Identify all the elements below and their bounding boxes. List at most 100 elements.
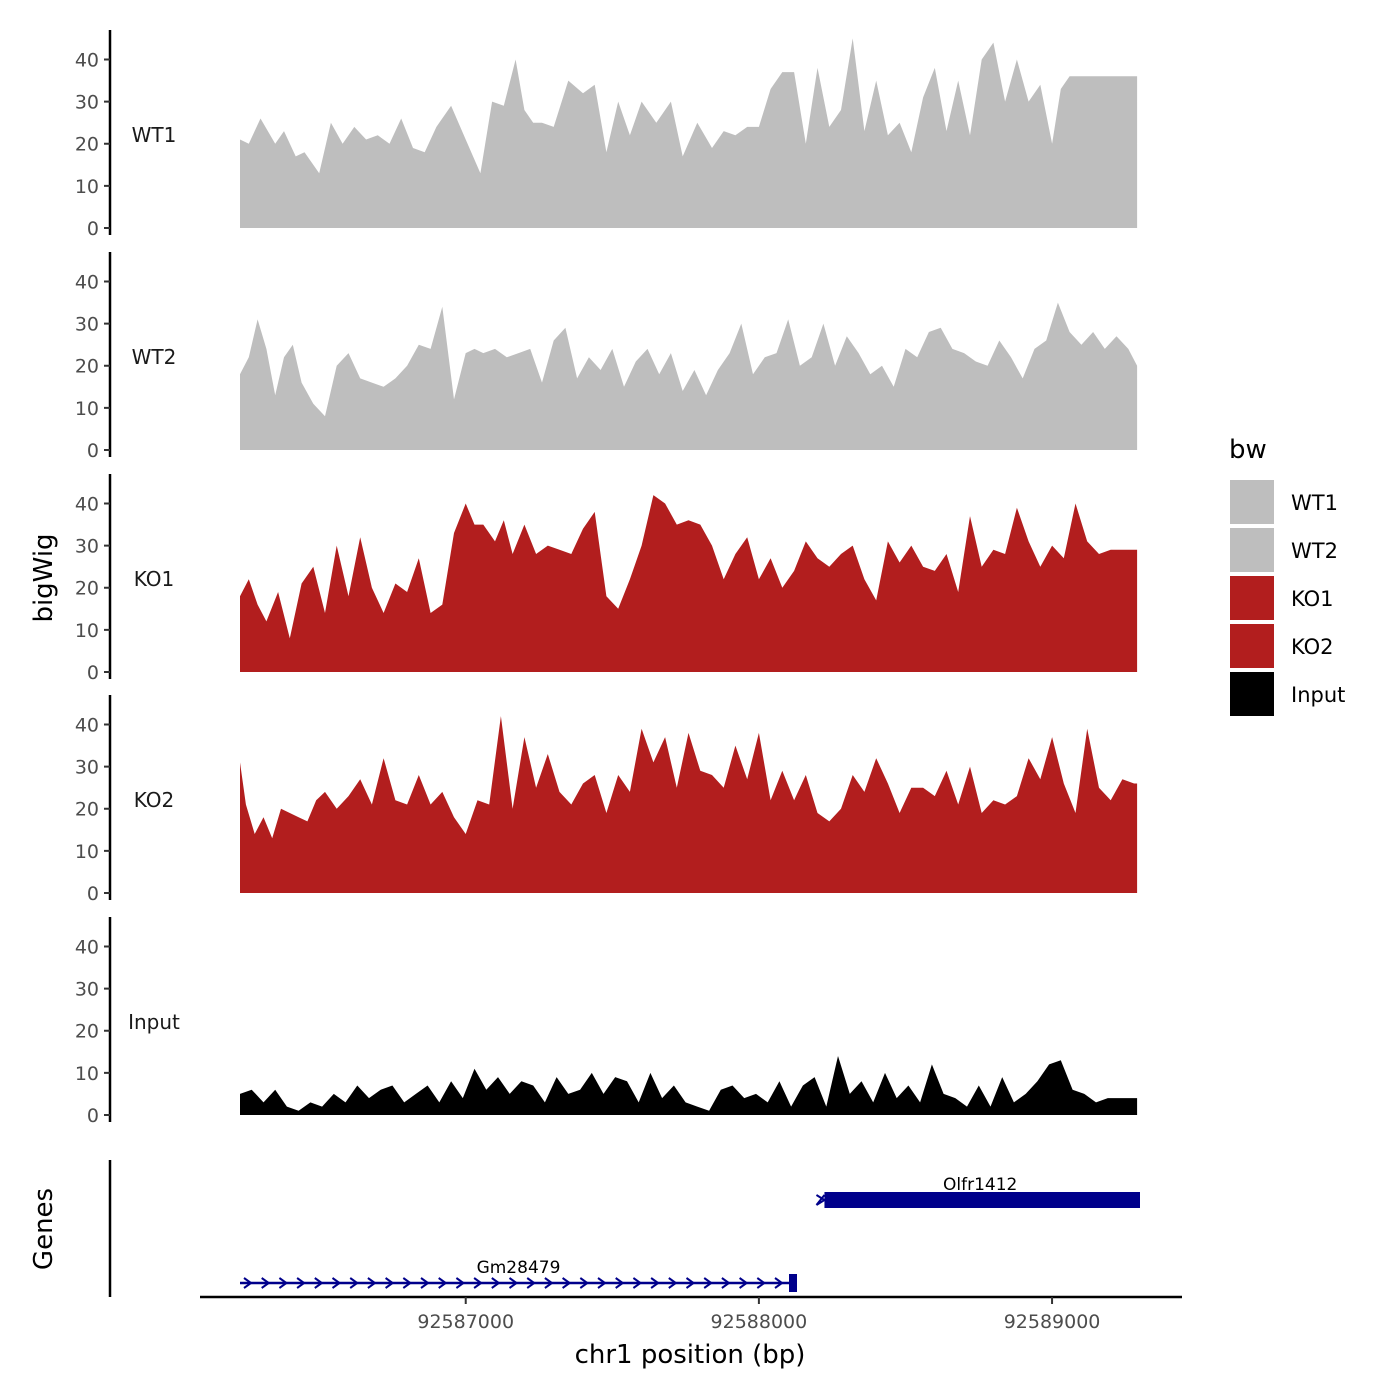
strand-arrow bbox=[562, 1277, 572, 1289]
y-tick-label: 10 bbox=[75, 620, 99, 642]
legend-label-wt2: WT2 bbox=[1291, 539, 1338, 563]
strand-arrow bbox=[331, 1277, 342, 1289]
legend-label-ko1: KO1 bbox=[1291, 587, 1334, 611]
strand-arrow bbox=[544, 1277, 554, 1289]
strand-arrow bbox=[243, 1277, 253, 1289]
y-tick-label: 10 bbox=[75, 398, 99, 420]
y-tick-label: 10 bbox=[75, 176, 99, 198]
gene-exon bbox=[824, 1192, 1140, 1208]
track-label-wt1: WT1 bbox=[132, 123, 177, 147]
track-wt1: 0 10 20 30 40 WT1 bbox=[75, 30, 1138, 240]
y-tick-label: 30 bbox=[75, 314, 99, 336]
track-label-input: Input bbox=[128, 1010, 180, 1034]
strand-arrow bbox=[668, 1277, 678, 1289]
track-label-wt2: WT2 bbox=[132, 345, 177, 369]
track-ko1: 0 10 20 30 40 KO1 bbox=[75, 474, 1138, 684]
y-tick-label: 10 bbox=[75, 841, 99, 863]
track-panels: 0 10 20 30 40 WT1 0 10 20 30 40 WT2 0 10 20 30 40 KO1 0 10 2… bbox=[75, 30, 1138, 1127]
strand-arrow bbox=[615, 1277, 625, 1289]
strand-arrow bbox=[473, 1277, 483, 1289]
strand-arrow bbox=[385, 1277, 395, 1289]
legend-key-input bbox=[1230, 672, 1274, 716]
x-tick-label: 92589000 bbox=[1004, 1311, 1101, 1333]
legend: bw WT1 WT2 KO1 KO2 Input bbox=[1229, 435, 1345, 716]
strand-arrow bbox=[420, 1277, 430, 1289]
gene-label: Olfr1412 bbox=[943, 1175, 1017, 1195]
coverage-area-ko2 bbox=[240, 716, 1138, 893]
y-tick-label: 20 bbox=[75, 1021, 99, 1043]
strand-arrow bbox=[739, 1277, 749, 1289]
strand-arrow bbox=[367, 1277, 377, 1289]
track-ko2: 0 10 20 30 40 KO2 bbox=[75, 695, 1138, 905]
y-tick-label: 20 bbox=[75, 578, 99, 600]
strand-arrow bbox=[455, 1277, 466, 1289]
strand-arrow bbox=[721, 1277, 731, 1289]
legend-key-wt2 bbox=[1230, 528, 1274, 572]
strand-arrow bbox=[756, 1277, 767, 1289]
y-tick-label: 0 bbox=[87, 1105, 99, 1127]
y-tick-label: 30 bbox=[75, 757, 99, 779]
y-tick-label: 30 bbox=[75, 536, 99, 558]
legend-label-ko2: KO2 bbox=[1291, 635, 1334, 659]
strand-arrow bbox=[685, 1277, 696, 1289]
y-tick-label: 20 bbox=[75, 134, 99, 156]
strand-arrow bbox=[579, 1277, 590, 1289]
x-tick-label: 92587000 bbox=[417, 1311, 514, 1333]
x-axis-title: chr1 position (bp) bbox=[575, 1340, 806, 1370]
track-label-ko2: KO2 bbox=[134, 788, 175, 812]
y-tick-label: 30 bbox=[75, 979, 99, 1001]
y-tick-label: 0 bbox=[87, 883, 99, 905]
strand-arrow bbox=[526, 1277, 536, 1289]
strand-arrow bbox=[650, 1277, 660, 1289]
y-tick-label: 40 bbox=[75, 714, 99, 736]
x-tick-label: 92588000 bbox=[711, 1311, 808, 1333]
y-axis-title: bigWig bbox=[29, 533, 59, 622]
strand-arrow bbox=[774, 1277, 784, 1289]
y-tick-label: 40 bbox=[75, 271, 99, 293]
strand-arrow bbox=[508, 1277, 519, 1289]
gene-exon bbox=[789, 1274, 798, 1292]
legend-label-input: Input bbox=[1291, 683, 1345, 707]
legend-label-wt1: WT1 bbox=[1291, 491, 1338, 515]
coverage-area-ko1 bbox=[240, 495, 1138, 672]
y-tick-label: 20 bbox=[75, 356, 99, 378]
coverage-area-wt1 bbox=[240, 38, 1138, 229]
genes-axis-title: Genes bbox=[29, 1188, 59, 1270]
coverage-area-wt2 bbox=[240, 302, 1138, 450]
strand-arrow bbox=[278, 1277, 289, 1289]
y-tick-label: 20 bbox=[75, 799, 99, 821]
strand-arrow bbox=[597, 1277, 607, 1289]
strand-arrow bbox=[438, 1277, 448, 1289]
strand-arrow bbox=[349, 1277, 359, 1289]
track-input: 0 10 20 30 40 Input bbox=[75, 917, 1138, 1127]
strand-arrow bbox=[815, 1194, 827, 1206]
y-tick-label: 0 bbox=[87, 218, 99, 240]
strand-arrow bbox=[703, 1277, 713, 1289]
strand-arrow bbox=[314, 1277, 324, 1289]
y-tick-label: 40 bbox=[75, 493, 99, 515]
strand-arrow bbox=[632, 1277, 643, 1289]
strand-arrow bbox=[261, 1277, 271, 1289]
y-tick-label: 40 bbox=[75, 936, 99, 958]
legend-key-ko1 bbox=[1230, 576, 1274, 620]
genes-track: Gm28479 Olfr1412 bbox=[108, 1160, 1140, 1297]
legend-key-ko2 bbox=[1230, 624, 1274, 668]
strand-arrow bbox=[402, 1277, 413, 1289]
track-label-ko1: KO1 bbox=[134, 567, 175, 591]
x-axis: 92587000 92588000 92589000 bbox=[200, 1295, 1182, 1333]
strand-arrow bbox=[491, 1277, 501, 1289]
gene-gm28479: Gm28479 bbox=[240, 1258, 798, 1292]
strand-arrow bbox=[296, 1277, 306, 1289]
gene-label: Gm28479 bbox=[477, 1258, 561, 1278]
legend-key-wt1 bbox=[1230, 480, 1274, 524]
y-tick-label: 30 bbox=[75, 92, 99, 114]
y-tick-label: 40 bbox=[75, 49, 99, 71]
gene-olfr1412: Olfr1412 bbox=[815, 1175, 1140, 1208]
y-tick-label: 0 bbox=[87, 440, 99, 462]
coverage-area-input bbox=[240, 1056, 1138, 1115]
y-tick-label: 0 bbox=[87, 662, 99, 684]
y-tick-label: 10 bbox=[75, 1063, 99, 1085]
track-wt2: 0 10 20 30 40 WT2 bbox=[75, 252, 1138, 462]
legend-title: bw bbox=[1229, 435, 1267, 465]
